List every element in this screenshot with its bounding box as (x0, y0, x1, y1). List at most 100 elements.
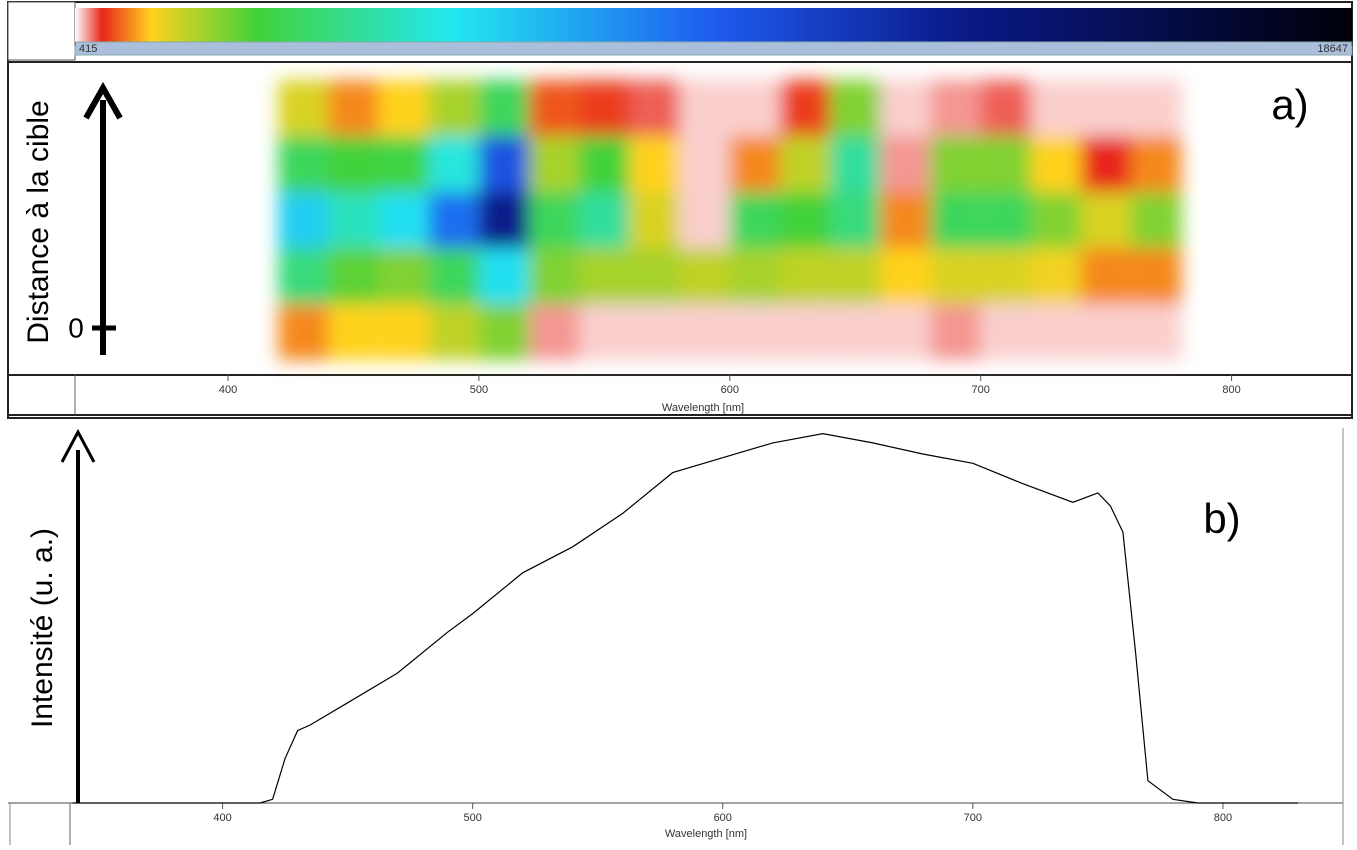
heat-cell (428, 192, 479, 248)
heat-cell (278, 248, 329, 304)
heat-cell (1131, 80, 1182, 136)
heat-cell (278, 304, 329, 360)
arrow-head (83, 81, 123, 120)
heat-cell (1081, 248, 1132, 304)
x-tick-label: 600 (721, 384, 739, 396)
heat-cell (729, 248, 780, 304)
heat-cell (629, 80, 680, 136)
heat-cell (328, 192, 379, 248)
x-tick-label: 500 (470, 384, 488, 396)
heat-cell (1081, 136, 1132, 192)
heat-cell (579, 248, 630, 304)
heat-cell (779, 80, 831, 136)
y-axis-label: Distance à la cible (22, 100, 55, 343)
heat-cell (629, 248, 680, 304)
heat-cell (278, 80, 329, 136)
heat-cell (729, 304, 780, 360)
heat-cell (478, 248, 530, 304)
heat-cell (478, 136, 530, 192)
colorbar (75, 8, 1352, 42)
heat-cell (830, 192, 881, 248)
heat-cell (328, 136, 379, 192)
heat-cell (579, 304, 630, 360)
x-tick-label: 600 (714, 812, 732, 824)
heat-cell (328, 304, 379, 360)
heat-cell (1131, 136, 1182, 192)
heat-cell (779, 136, 831, 192)
heat-cell (478, 80, 530, 136)
heat-cell (579, 192, 630, 248)
heat-cell (328, 80, 379, 136)
heat-cell (378, 248, 429, 304)
heat-cell (729, 192, 780, 248)
heat-cell (579, 136, 630, 192)
heat-cell (629, 192, 680, 248)
panel-label: a) (1271, 81, 1308, 128)
heat-cell (1081, 304, 1132, 360)
heat-cell (378, 136, 429, 192)
x-tick-label: 800 (1214, 812, 1232, 824)
colorbar-scale (74, 41, 1353, 56)
heat-cell (729, 80, 780, 136)
heat-cell (478, 304, 530, 360)
heat-cell (729, 136, 780, 192)
heat-cell (930, 136, 981, 192)
corner-box (7, 1, 76, 61)
heat-cell (1030, 80, 1082, 136)
colorbar-tick-label: 415 (79, 43, 97, 55)
heat-cell (378, 304, 429, 360)
heat-cell (980, 192, 1031, 248)
heat-cell (930, 248, 981, 304)
heat-cell (980, 248, 1031, 304)
arrow-head (60, 428, 96, 463)
x-axis-label: Wavelength [nm] (662, 402, 744, 414)
x-tick-label: 700 (972, 384, 990, 396)
heat-cell (779, 304, 831, 360)
heat-cell (1030, 192, 1082, 248)
heat-cell (980, 304, 1031, 360)
heat-cell (880, 304, 931, 360)
x-tick-label: 500 (463, 812, 481, 824)
heat-cell (1030, 136, 1082, 192)
spectrum-line (72, 432, 1298, 804)
heat-cell (930, 192, 981, 248)
heat-cell (1030, 304, 1082, 360)
heat-cell (930, 80, 981, 136)
heat-cell (830, 248, 881, 304)
axis-frame (7, 374, 1353, 416)
heat-cell (328, 248, 379, 304)
heat-cell (1030, 248, 1082, 304)
heat-cell (1081, 192, 1132, 248)
heat-cell (880, 136, 931, 192)
colorbar-tick-label: 18647 (1317, 43, 1348, 55)
axis-b: 400 500 600 700 800 (213, 803, 1232, 824)
heat-cell (679, 304, 730, 360)
heat-cell (529, 304, 580, 360)
annotation: 0 (68, 312, 84, 343)
heat-cell (529, 192, 580, 248)
heat-cell (1131, 248, 1182, 304)
heat-cell (1081, 80, 1132, 136)
heat-cell (679, 136, 730, 192)
heat-cell (428, 136, 479, 192)
heat-cell (1131, 304, 1182, 360)
heat-cell (428, 304, 479, 360)
heatmap (278, 80, 1182, 360)
x-tick-label: 400 (219, 384, 237, 396)
heat-cell (830, 80, 881, 136)
heat-cell (529, 136, 580, 192)
x-tick-label: 800 (1222, 384, 1240, 396)
axis-a: 415 18647 400 500 600 700 800 (74, 42, 1353, 396)
heat-cell (579, 80, 630, 136)
heat-cell (278, 192, 329, 248)
heat-cell (1131, 192, 1182, 248)
heat-cell (880, 192, 931, 248)
heat-cell (629, 136, 680, 192)
heat-cell (980, 136, 1031, 192)
heat-cell (428, 80, 479, 136)
heat-cell (378, 192, 429, 248)
x-tick-label: 400 (213, 812, 231, 824)
heat-cell (478, 192, 530, 248)
heat-cell (679, 248, 730, 304)
